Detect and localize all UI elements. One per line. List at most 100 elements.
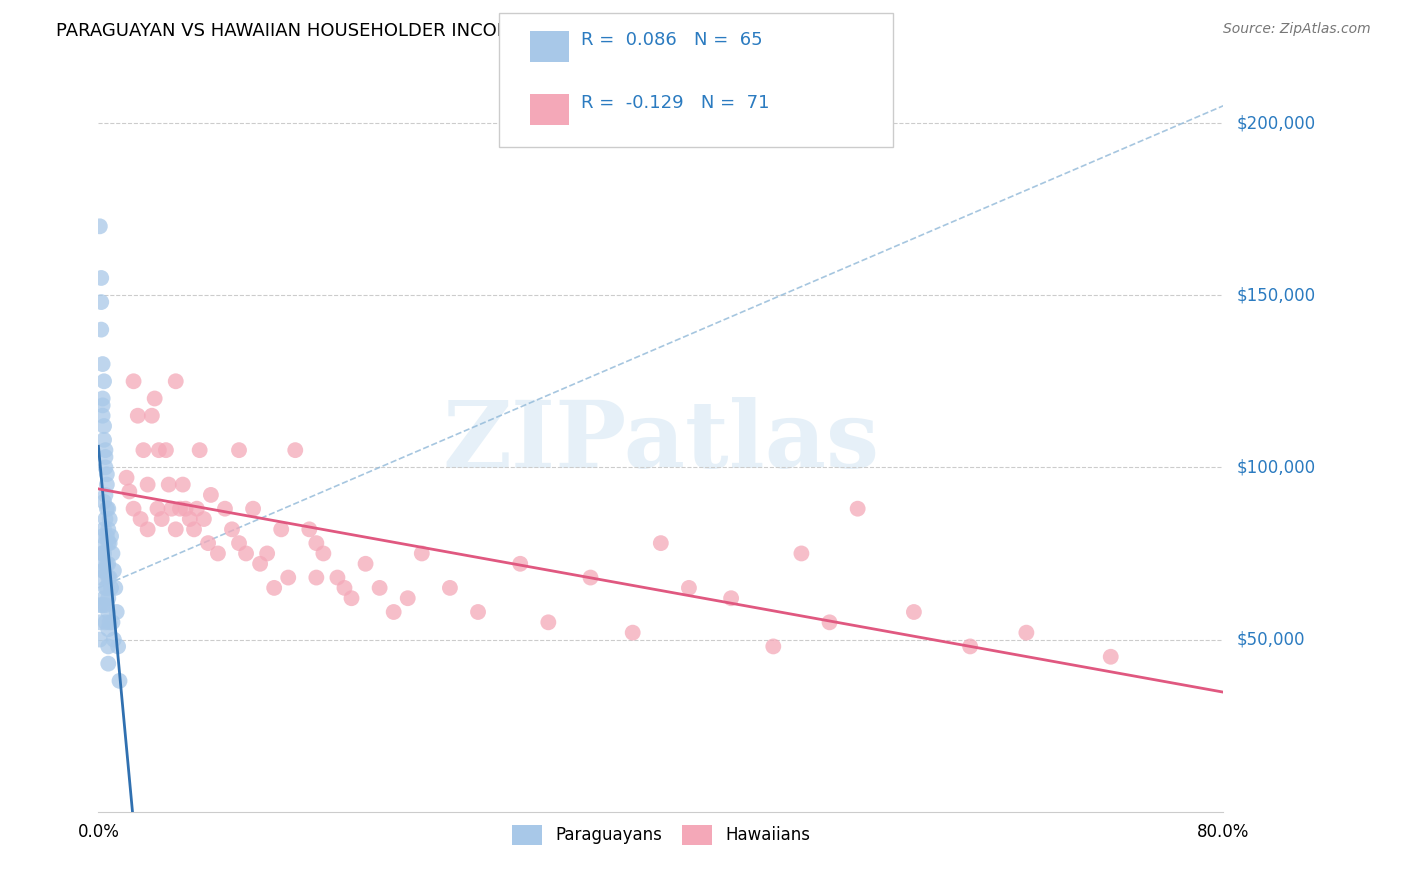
Point (91, 598, 114, 612)
Point (411, 546, 433, 560)
Point (97, 591, 120, 606)
Text: ZIPatlas: ZIPatlas (443, 397, 879, 486)
Point (96, 467, 118, 482)
Point (93, 419, 115, 434)
Point (186, 501, 208, 516)
Point (169, 501, 191, 516)
Point (305, 570, 328, 584)
Point (143, 392, 166, 406)
Point (93, 495, 115, 509)
Point (90, 295, 112, 310)
Point (93, 522, 115, 536)
Point (97, 622, 120, 636)
Text: $200,000: $200,000 (1237, 114, 1316, 132)
Point (382, 605, 405, 619)
Point (91, 529, 114, 543)
Point (100, 529, 122, 543)
Point (172, 477, 194, 491)
Point (97, 557, 120, 571)
Point (96, 501, 118, 516)
Point (214, 501, 236, 516)
Point (579, 570, 602, 584)
Point (790, 546, 813, 560)
Point (305, 536, 328, 550)
Point (94, 450, 117, 464)
Text: PARAGUAYAN VS HAWAIIAN HOUSEHOLDER INCOME OVER 65 YEARS CORRELATION CHART: PARAGUAYAN VS HAWAIIAN HOUSEHOLDER INCOM… (56, 22, 873, 40)
Point (90, 323, 112, 337)
Point (148, 443, 170, 458)
Point (762, 640, 785, 654)
Point (91, 564, 114, 578)
Point (818, 615, 841, 630)
Point (98, 570, 121, 584)
Point (333, 581, 356, 595)
Point (98, 512, 121, 526)
Point (249, 557, 271, 571)
Point (136, 477, 159, 491)
Point (277, 570, 299, 584)
Point (118, 484, 141, 499)
Point (621, 625, 644, 640)
Point (122, 374, 145, 388)
Point (105, 605, 128, 619)
Point (284, 443, 307, 458)
Point (96, 581, 118, 595)
Point (188, 443, 211, 458)
Point (97, 501, 120, 516)
Point (90, 570, 112, 584)
Point (221, 522, 243, 536)
Point (90, 546, 112, 560)
Point (94, 488, 117, 502)
Point (89, 632, 111, 647)
Point (235, 546, 257, 560)
Point (103, 632, 125, 647)
Point (174, 501, 197, 516)
Point (155, 443, 177, 458)
Point (720, 591, 742, 606)
Point (1099, 649, 1122, 664)
Point (93, 546, 115, 560)
Point (94, 443, 117, 458)
Point (207, 546, 229, 560)
Point (100, 581, 122, 595)
Point (94, 598, 117, 612)
Point (89, 615, 111, 630)
Point (96, 477, 118, 491)
Text: R =  -0.129   N =  71: R = -0.129 N = 71 (581, 94, 769, 112)
Point (132, 443, 155, 458)
Legend: Paraguayans, Hawaiians: Paraguayans, Hawaiians (505, 818, 817, 852)
Point (242, 501, 264, 516)
Point (165, 374, 187, 388)
Point (91, 398, 114, 412)
Text: Source: ZipAtlas.com: Source: ZipAtlas.com (1223, 22, 1371, 37)
Point (179, 512, 201, 526)
Text: R =  0.086   N =  65: R = 0.086 N = 65 (581, 31, 762, 49)
Text: $150,000: $150,000 (1237, 286, 1316, 304)
Point (136, 522, 159, 536)
Point (127, 409, 149, 423)
Point (97, 640, 120, 654)
Point (94, 581, 117, 595)
Point (98, 615, 121, 630)
Point (104, 581, 127, 595)
Point (108, 673, 131, 688)
Point (354, 557, 377, 571)
Point (97, 605, 120, 619)
Point (200, 488, 222, 502)
Point (96, 557, 118, 571)
Point (97, 570, 120, 584)
Point (165, 522, 187, 536)
Point (91, 546, 114, 560)
Point (1015, 625, 1038, 640)
Point (439, 581, 461, 595)
Point (537, 615, 560, 630)
Point (129, 512, 152, 526)
Text: $50,000: $50,000 (1237, 631, 1306, 648)
Point (89, 598, 111, 612)
Point (93, 591, 115, 606)
Text: $100,000: $100,000 (1237, 458, 1316, 476)
Point (678, 581, 700, 595)
Point (91, 392, 114, 406)
Point (97, 657, 120, 671)
Point (107, 640, 129, 654)
